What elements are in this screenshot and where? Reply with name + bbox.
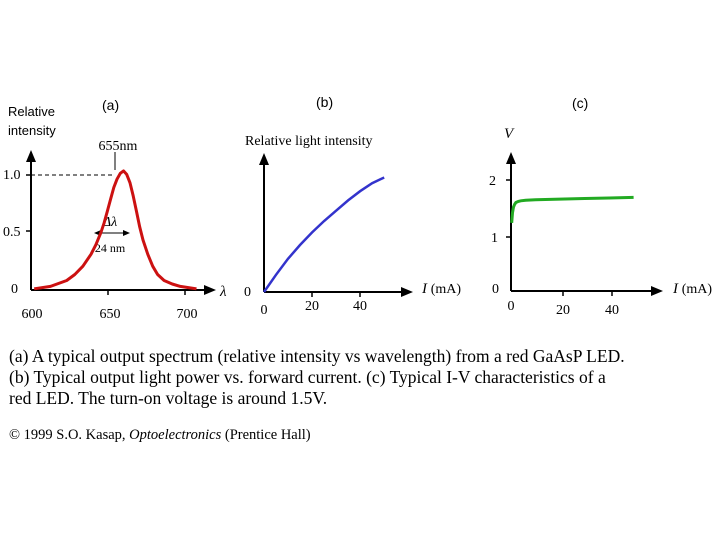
panel-a-xtick-label-700: 700 xyxy=(177,307,198,322)
panel-a-x-axis-arrow xyxy=(204,285,216,295)
copyright-notice: © 1999 S.O. Kasap, Optoelectronics (Pren… xyxy=(9,427,311,444)
panel-b-xlabel: I (mA) xyxy=(421,281,461,297)
panel-a-ylabel-line2: intensity xyxy=(8,123,56,138)
panel-a-ytick-label-0.5: 0.5 xyxy=(3,225,21,240)
panel-c-x-axis-arrow xyxy=(651,286,663,296)
panel-a-ytick-label-1.0: 1.0 xyxy=(3,168,21,183)
panel-b-intensity-line xyxy=(262,176,385,293)
panel-a-xlabel: λ xyxy=(219,284,227,300)
panel-b-xtick-label-20: 20 xyxy=(305,299,319,314)
panel-a-width-arrow-right xyxy=(123,230,130,236)
panel-c-ytick-label-2: 2 xyxy=(489,174,496,189)
panel-b: (b) Relative light intensity I (mA) 0 0 … xyxy=(244,94,461,318)
panel-c-label: (c) xyxy=(572,95,588,111)
panel-c-xtick-label-40: 40 xyxy=(605,303,619,318)
panel-a-label: (a) xyxy=(102,97,119,113)
panel-a-y-axis-arrow xyxy=(26,150,36,162)
panel-a: (a) Relative intensity λ 0 0.5 1.0 600 6… xyxy=(3,97,227,322)
led-characteristics-figure: (a) Relative intensity λ 0 0.5 1.0 600 6… xyxy=(3,94,712,322)
panel-a-ylabel-line1: Relative xyxy=(8,104,55,119)
panel-c-ytick-label-1: 1 xyxy=(491,231,498,246)
panel-c-ytick-label-0: 0 xyxy=(492,282,499,297)
panel-a-width-label: 24 nm xyxy=(95,241,126,255)
copyright-book-title: Optoelectronics xyxy=(129,427,222,443)
caption-line-1: (a) A typical output spectrum (relative … xyxy=(9,346,625,366)
panel-a-spectrum-line xyxy=(33,169,197,291)
panel-c-y-axis-arrow xyxy=(506,152,516,164)
panel-b-ylabel: Relative light intensity xyxy=(245,134,373,149)
panel-a-ytick-label-0: 0 xyxy=(11,282,18,297)
panel-b-x-axis-arrow xyxy=(401,287,413,297)
panel-c-xlabel: I (mA) xyxy=(672,281,712,297)
copyright-prefix: © 1999 S.O. Kasap, xyxy=(9,427,130,443)
panel-b-origin-label: 0 xyxy=(244,285,251,300)
panel-a-xtick-label-600: 600 xyxy=(22,307,43,322)
panel-c: (c) V I (mA) 0 1 2 0 20 40 xyxy=(489,95,712,318)
panel-b-xtick-label-0: 0 xyxy=(261,303,268,318)
copyright-suffix: (Prentice Hall) xyxy=(221,427,311,443)
caption-line-3: red LED. The turn-on voltage is around 1… xyxy=(9,388,328,408)
panel-c-xtick-label-0: 0 xyxy=(508,299,515,314)
panel-b-xtick-label-40: 40 xyxy=(353,299,367,314)
panel-a-xtick-label-650: 650 xyxy=(100,307,121,322)
figure-caption: (a) A typical output spectrum (relative … xyxy=(9,346,709,409)
panel-c-xtick-label-20: 20 xyxy=(556,303,570,318)
caption-line-2: (b) Typical output light power vs. forwa… xyxy=(9,367,606,387)
panel-c-iv-line xyxy=(510,195,634,224)
panel-b-label: (b) xyxy=(316,94,333,110)
panel-c-ylabel: V xyxy=(504,126,515,142)
panel-b-y-axis-arrow xyxy=(259,153,269,165)
panel-a-peak-label: 655nm xyxy=(99,139,138,154)
